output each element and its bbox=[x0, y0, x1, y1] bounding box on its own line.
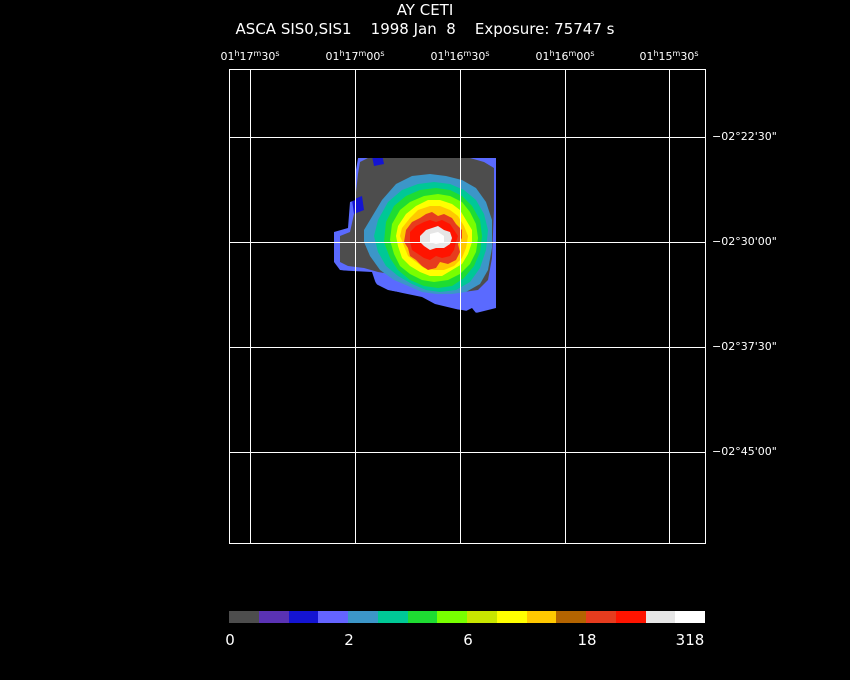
colorbar-swatch bbox=[467, 611, 497, 623]
dec-tick-label: −02°37'30" bbox=[712, 340, 777, 353]
colorbar-swatch bbox=[348, 611, 378, 623]
colorbar-tick-label: 2 bbox=[344, 631, 354, 649]
plot-title: AY CETI bbox=[396, 1, 454, 19]
colorbar-tick-label: 318 bbox=[675, 631, 705, 649]
dec-tick-label: −02°22'30" bbox=[712, 130, 777, 143]
ra-tick-label: 01h17m00s bbox=[325, 49, 385, 64]
colorbar-swatch bbox=[586, 611, 616, 623]
colorbar-swatch bbox=[318, 611, 348, 623]
colorbar-swatch bbox=[496, 611, 527, 623]
colorbar-swatch bbox=[556, 611, 586, 623]
colorbar-swatch bbox=[437, 611, 467, 623]
plot-subtitle: ASCA SIS0,SIS1 1998 Jan 8 Exposure: 7574… bbox=[235, 20, 615, 38]
ra-tick-label: 01h16m30s bbox=[430, 49, 490, 64]
colorbar-swatch bbox=[407, 611, 438, 623]
colorbar-swatch bbox=[526, 611, 557, 623]
colorbar-tick-label: 0 bbox=[225, 631, 235, 649]
coordinate-grid bbox=[230, 70, 705, 543]
colorbar-swatch bbox=[615, 611, 646, 623]
dec-tick-label: −02°30'00" bbox=[712, 235, 777, 248]
ra-tick-label: 01h16m00s bbox=[535, 49, 595, 64]
colorbar-swatch bbox=[229, 611, 259, 623]
ra-tick-label: 01h17m30s bbox=[220, 49, 280, 64]
ra-tick-label: 01h15m30s bbox=[639, 49, 699, 64]
colorbar-tick-label: 6 bbox=[463, 631, 473, 649]
emission-map bbox=[334, 158, 496, 313]
colorbar-swatch bbox=[377, 611, 408, 623]
colorbar-swatch bbox=[675, 611, 705, 623]
image-frame[interactable] bbox=[229, 69, 706, 544]
emission-peak-max bbox=[430, 232, 444, 244]
colorbar-tick-label: 18 bbox=[577, 631, 597, 649]
colorbar-swatch bbox=[645, 611, 676, 623]
emission-patch-darkblue bbox=[372, 158, 384, 166]
colorbar bbox=[229, 611, 705, 623]
colorbar-swatch bbox=[288, 611, 319, 623]
xray-image bbox=[230, 70, 705, 543]
colorbar-swatch bbox=[258, 611, 289, 623]
dec-tick-label: −02°45'00" bbox=[712, 445, 777, 458]
